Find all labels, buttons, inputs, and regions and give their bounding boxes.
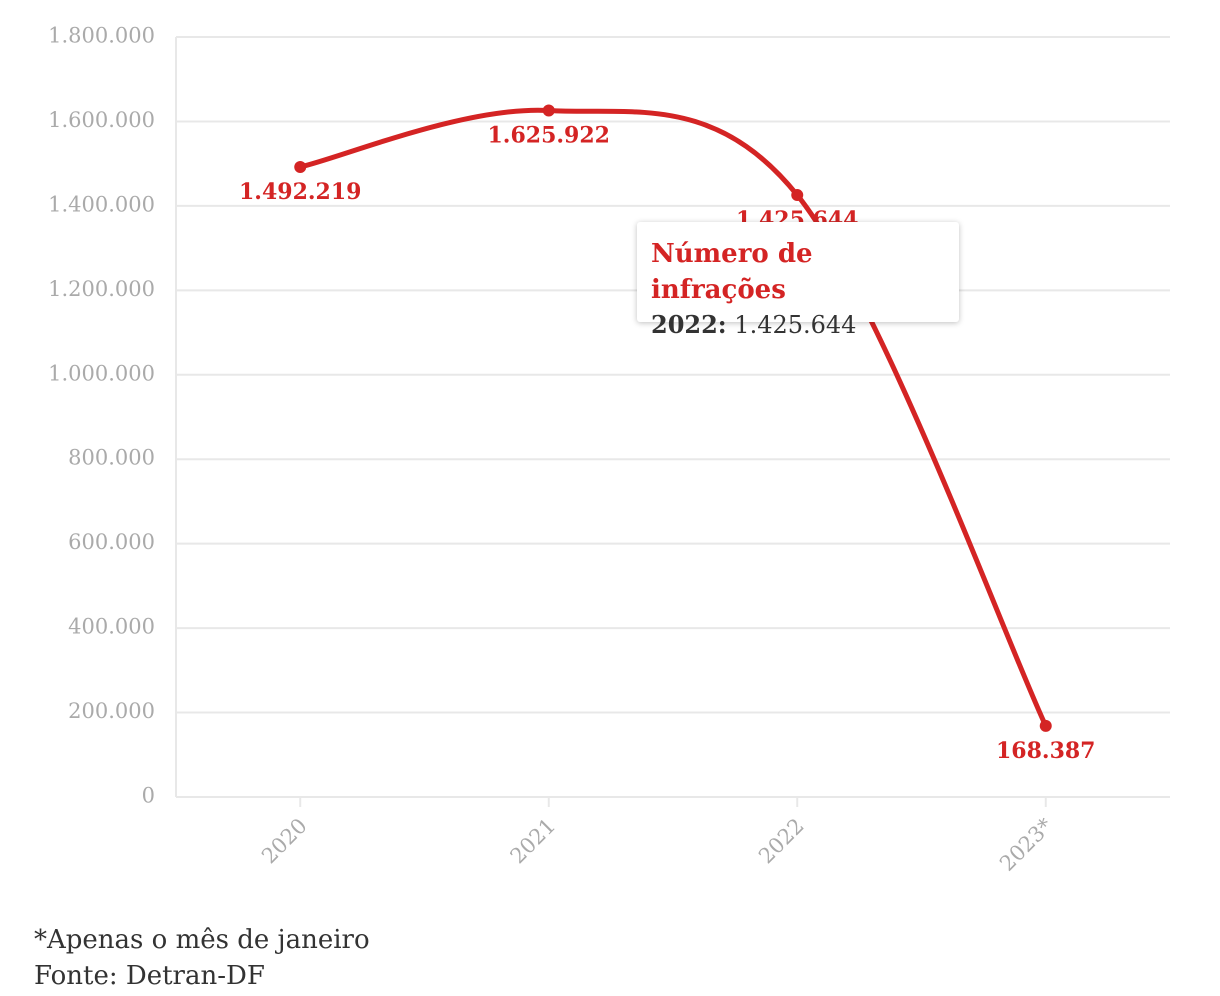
point (294, 160, 307, 173)
y-tick-label: 0 (142, 784, 155, 808)
y-tick-label: 1.400.000 (48, 192, 155, 216)
y-tick-label: 400.000 (68, 615, 155, 639)
x-tick-label: 2022 (754, 814, 809, 869)
y-tick-label: 200.000 (68, 699, 155, 723)
y-tick-label: 1.800.000 (48, 24, 155, 48)
y-tick-label: 1.000.000 (48, 361, 155, 385)
note: *Apenas o mês de janeiro (34, 925, 370, 955)
line (299, 107, 1049, 727)
point (791, 189, 804, 202)
y-tick-label: 600.000 (68, 530, 155, 554)
x-tick-label: 2020 (257, 814, 312, 869)
y-tick-label: 1.600.000 (48, 108, 155, 132)
tooltip: Número de infrações 2022: 1.425.644 (637, 222, 959, 339)
notes: *Apenas o mês de janeiro Fonte: Detran-D… (34, 922, 370, 994)
tooltip-title: Número de infrações (651, 239, 813, 305)
y-tick-label: 800.000 (68, 446, 155, 470)
data-label: 168.387 (996, 738, 1096, 764)
tooltip-category: 2022: (651, 310, 727, 339)
source: Fonte: Detran-DF (34, 961, 265, 991)
point (1039, 719, 1052, 732)
x-tick-label: 2023* (995, 813, 1058, 876)
x-tick-label: 2021 (506, 814, 561, 869)
data-label: 1.625.922 (488, 122, 610, 148)
tooltip-number: 1.425.644 (734, 311, 857, 339)
point (542, 104, 555, 117)
chart: 0 200.000 400.000 600.000 800.000 1.000.000 1.… (48, 24, 1170, 876)
data-label: 1.492.219 (239, 179, 361, 205)
tooltip-value: 2022: 1.425.644 (651, 308, 945, 342)
y-tick-label: 1.200.000 (48, 277, 155, 301)
